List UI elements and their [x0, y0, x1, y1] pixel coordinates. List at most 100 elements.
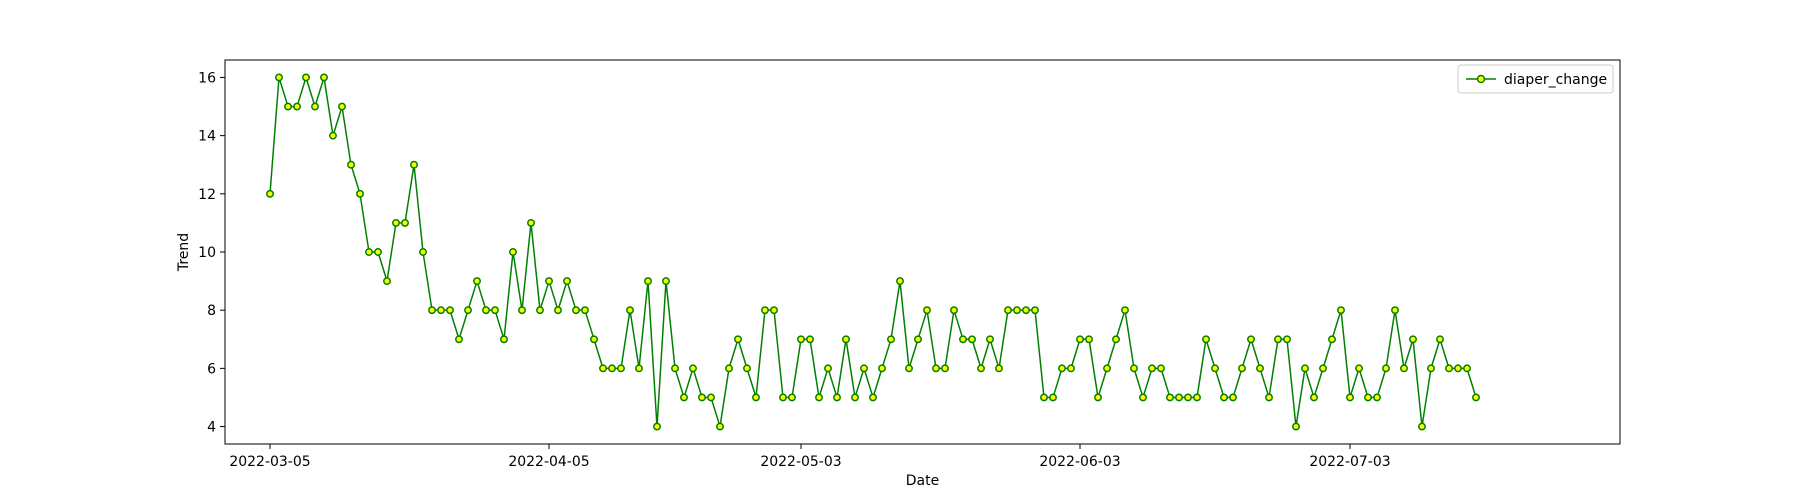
- data-point: [941, 364, 949, 373]
- data-point: [932, 364, 940, 373]
- data-point: [1157, 364, 1165, 373]
- data-point: [815, 393, 823, 402]
- data-point: [959, 335, 967, 344]
- data-point: [1256, 364, 1264, 373]
- data-point: [914, 335, 922, 344]
- data-point: [284, 102, 292, 111]
- data-point: [1346, 393, 1354, 402]
- data-point: [1319, 364, 1327, 373]
- data-point: [356, 189, 364, 198]
- data-point: [455, 335, 463, 344]
- x-tick-label: 2022-06-03: [1039, 454, 1120, 470]
- data-point: [1436, 335, 1444, 344]
- data-point: [509, 248, 517, 256]
- data-point: [1427, 364, 1435, 373]
- data-point: [707, 393, 715, 402]
- data-point: [1454, 364, 1462, 373]
- data-point: [1310, 393, 1318, 402]
- data-point: [743, 364, 751, 373]
- data-point: [500, 335, 508, 344]
- data-point: [1391, 306, 1399, 315]
- data-point: [464, 306, 472, 315]
- data-point: [320, 73, 328, 82]
- data-point: [635, 364, 643, 373]
- data-point: [1265, 393, 1273, 402]
- data-point: [842, 335, 850, 344]
- data-point: [545, 277, 553, 286]
- data-point: [473, 277, 481, 286]
- data-point: [1067, 364, 1075, 373]
- data-point: [275, 73, 283, 82]
- data-point: [770, 306, 778, 315]
- data-point: [1058, 364, 1066, 373]
- data-point: [266, 189, 274, 198]
- legend-marker-icon: [1476, 74, 1486, 84]
- data-point: [383, 277, 391, 286]
- data-point: [626, 306, 634, 315]
- data-point: [995, 364, 1003, 373]
- data-point: [905, 364, 913, 373]
- data-point: [482, 306, 490, 315]
- data-point: [887, 335, 895, 344]
- data-point: [410, 160, 418, 169]
- data-point: [1193, 393, 1201, 402]
- data-point: [1382, 364, 1390, 373]
- data-point: [293, 102, 301, 111]
- data-point: [1202, 335, 1210, 344]
- data-point: [860, 364, 868, 373]
- data-point: [806, 335, 814, 344]
- data-point: [581, 306, 589, 315]
- data-point: [1211, 364, 1219, 373]
- data-point: [977, 364, 985, 373]
- data-point: [923, 306, 931, 315]
- data-point: [1004, 306, 1012, 315]
- data-point: [680, 393, 688, 402]
- data-point: [698, 393, 706, 402]
- data-point: [446, 306, 454, 315]
- data-point: [833, 393, 841, 402]
- data-point: [644, 277, 652, 286]
- data-point: [662, 277, 670, 286]
- data-point: [1463, 364, 1471, 373]
- data-point: [752, 393, 760, 402]
- data-point: [950, 306, 958, 315]
- data-point: [716, 422, 724, 431]
- data-point: [617, 364, 625, 373]
- data-point: [1409, 335, 1417, 344]
- data-point: [1085, 335, 1093, 344]
- data-point: [779, 393, 787, 402]
- data-point: [518, 306, 526, 315]
- data-point: [1418, 422, 1426, 431]
- axes-frame: [224, 59, 1621, 445]
- y-axis: 4 6 8 10 12 14 16: [198, 70, 225, 436]
- data-point: [1031, 306, 1039, 315]
- data-point: [599, 364, 607, 373]
- x-tick-label: 2022-05-03: [760, 454, 841, 470]
- data-point: [302, 73, 310, 82]
- data-point: [1337, 306, 1345, 315]
- data-point: [1094, 393, 1102, 402]
- data-point: [1229, 393, 1237, 402]
- data-point: [1148, 364, 1156, 373]
- plot-area: [224, 59, 1621, 445]
- x-axis: 2022-03-05 2022-04-05 2022-05-03 2022-06-03…: [229, 444, 1391, 470]
- y-tick-label: 14: [198, 129, 216, 145]
- data-point: [608, 364, 616, 373]
- y-tick-label: 8: [207, 303, 216, 319]
- data-point: [1040, 393, 1048, 402]
- data-point: [1445, 364, 1453, 373]
- data-point: [536, 306, 544, 315]
- data-point: [986, 335, 994, 344]
- data-point: [824, 364, 832, 373]
- y-tick-label: 10: [198, 245, 216, 261]
- x-tick-label: 2022-04-05: [508, 454, 589, 470]
- x-tick-label: 2022-03-05: [229, 454, 310, 470]
- data-point: [1121, 306, 1129, 315]
- data-point: [1076, 335, 1084, 344]
- data-point: [1103, 364, 1111, 373]
- data-point: [437, 306, 445, 315]
- data-point: [1274, 335, 1282, 344]
- data-point: [1292, 422, 1300, 431]
- data-point: [1373, 393, 1381, 402]
